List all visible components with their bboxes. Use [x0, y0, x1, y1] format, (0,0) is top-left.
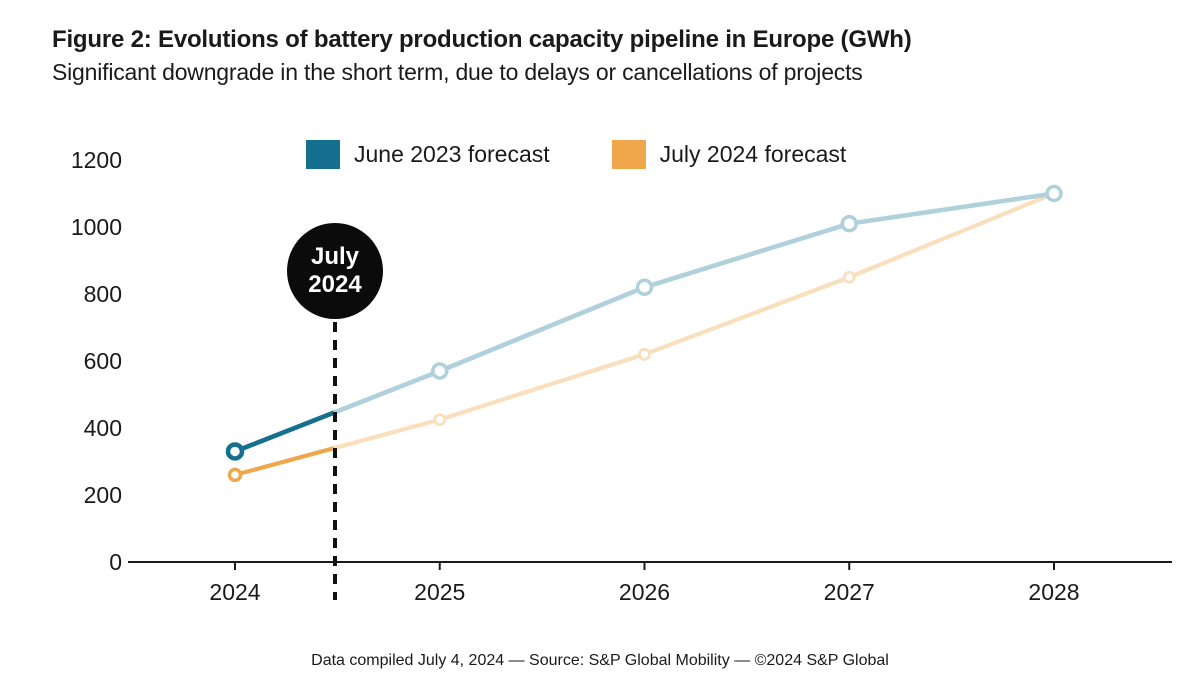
chart-legend: June 2023 forecast July 2024 forecast	[306, 140, 846, 169]
data-point-june-2023-forecast-2025	[431, 362, 449, 380]
x-tick-label: 2027	[824, 579, 875, 605]
july-2024-badge	[287, 223, 383, 319]
x-tick-label: 2026	[619, 579, 670, 605]
data-point-july-2024-forecast-2025	[433, 413, 447, 427]
data-point-july-2024-forecast-2027	[842, 270, 856, 284]
series-line-actual-1	[232, 445, 338, 477]
data-point-june-2023-forecast-2028	[1045, 184, 1063, 203]
series-line-forecast-0	[333, 191, 1057, 415]
x-tick-label: 2024	[209, 579, 260, 605]
y-tick-label: 1000	[71, 214, 122, 240]
series-line-forecast-1	[333, 191, 1057, 450]
y-tick-label: 600	[84, 348, 122, 374]
series-line-actual-0	[232, 409, 338, 454]
legend-label-june-2023: June 2023 forecast	[354, 141, 550, 167]
figure-subtitle: Significant downgrade in the short term,…	[52, 59, 863, 85]
y-tick-label: 400	[84, 415, 122, 441]
legend-swatch-june-2023	[306, 140, 340, 169]
y-tick-label: 200	[84, 482, 122, 508]
x-tick-label: 2025	[414, 579, 465, 605]
data-point-june-2023-forecast-2024	[225, 442, 245, 461]
x-tick-label: 2028	[1028, 579, 1079, 605]
july-2024-badge-text-line2: 2024	[308, 271, 362, 298]
data-point-june-2023-forecast-2026	[635, 278, 654, 297]
plot-layer: 2024 2025 2026 2027 2028 0 200 400 600 800 1000 120…	[71, 147, 1172, 605]
july-2024-badge-text-line1: July	[311, 243, 360, 270]
legend-item-july-2024: July 2024 forecast	[611, 140, 847, 169]
y-tick-label: 1200	[71, 147, 122, 173]
source-caption: Data compiled July 4, 2024 — Source: S&P…	[311, 652, 889, 669]
data-point-june-2023-forecast-2027	[840, 214, 858, 233]
data-point-july-2024-forecast-2026	[638, 347, 651, 361]
y-tick-label: 0	[109, 549, 122, 575]
y-tick-label: 800	[84, 281, 122, 307]
data-point-july-2024-forecast-2024	[227, 467, 243, 483]
legend-label-july-2024: July 2024 forecast	[659, 141, 847, 167]
legend-swatch-july-2024	[611, 140, 646, 169]
figure-title: Figure 2: Evolutions of battery producti…	[52, 26, 912, 53]
legend-item-june-2023: June 2023 forecast	[306, 140, 550, 169]
